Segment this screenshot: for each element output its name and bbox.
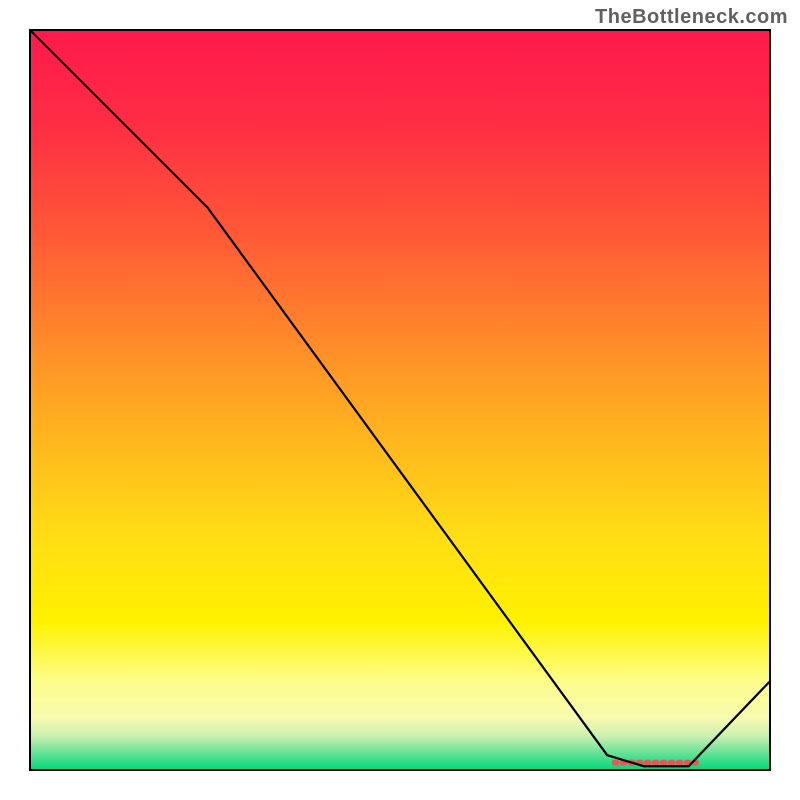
chart-svg [0,0,800,800]
bottleneck-chart: TheBottleneck.com [0,0,800,800]
branding-label: TheBottleneck.com [595,6,788,29]
